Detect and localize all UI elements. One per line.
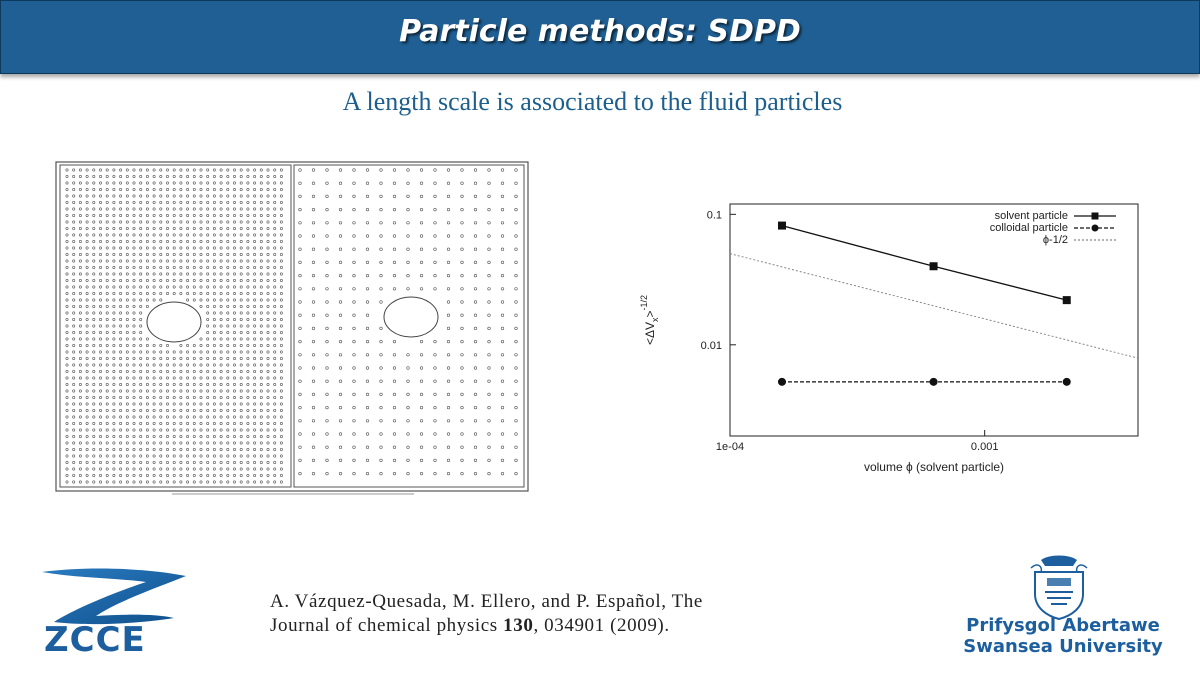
university-name-welsh: Prifysgol Abertawe bbox=[966, 615, 1160, 636]
slide-subtitle: A length scale is associated to the flui… bbox=[342, 87, 843, 116]
y-tick-label: 0.1 bbox=[707, 209, 722, 221]
legend-label: solvent particle bbox=[995, 210, 1068, 222]
slide-title: Particle methods: SDPD bbox=[399, 14, 801, 49]
citation-line-2: Journal of chemical physics 130, 034901 … bbox=[270, 615, 670, 636]
colloid-right bbox=[383, 296, 439, 338]
university-crest-icon bbox=[1030, 555, 1088, 620]
data-point-circle bbox=[777, 377, 786, 386]
citation-volume: 130 bbox=[503, 615, 534, 636]
zcce-logo-text: ZCCE bbox=[44, 620, 146, 660]
dense-particle-lattice bbox=[65, 168, 283, 484]
x-tick-label: 1e-04 bbox=[716, 441, 744, 453]
outer-frame bbox=[55, 161, 529, 492]
x-tick-label: 0.001 bbox=[971, 441, 999, 453]
data-point-circle bbox=[1062, 377, 1071, 386]
legend-label: colloidal particle bbox=[990, 222, 1068, 234]
particle-grid-figure bbox=[52, 158, 530, 498]
colloid-left bbox=[146, 301, 202, 343]
legend-label: ϕ-1/2 bbox=[1043, 234, 1068, 246]
citation-line-1: A. Vázquez-Quesada, M. Ellero, and P. Es… bbox=[270, 591, 703, 612]
university-name: Prifysgol Abertawe Swansea University bbox=[948, 615, 1178, 657]
zcce-swoosh-icon bbox=[42, 568, 186, 625]
sparse-particle-lattice bbox=[298, 168, 518, 476]
plot-frame bbox=[729, 203, 1139, 437]
legend-marker-square bbox=[1091, 212, 1099, 220]
data-point-square bbox=[1062, 296, 1071, 305]
x-axis-label: volume ϕ (solvent particle) bbox=[864, 460, 1004, 474]
right-panel-frame bbox=[293, 164, 525, 488]
title-bar bbox=[0, 0, 1200, 74]
left-panel-frame bbox=[59, 164, 292, 488]
data-point-circle bbox=[929, 377, 938, 386]
data-point-square bbox=[929, 262, 938, 271]
university-name-english: Swansea University bbox=[963, 636, 1163, 657]
velocity-fluctuation-chart: 1e-04 0.001 0.01 0.1 solvent particlecolloi… bbox=[636, 190, 1156, 480]
y-tick-label: 0.01 bbox=[701, 340, 722, 352]
data-point-square bbox=[777, 221, 786, 230]
legend-marker-circle bbox=[1091, 224, 1099, 232]
citation: A. Vázquez-Quesada, M. Ellero, and P. Es… bbox=[270, 590, 703, 638]
